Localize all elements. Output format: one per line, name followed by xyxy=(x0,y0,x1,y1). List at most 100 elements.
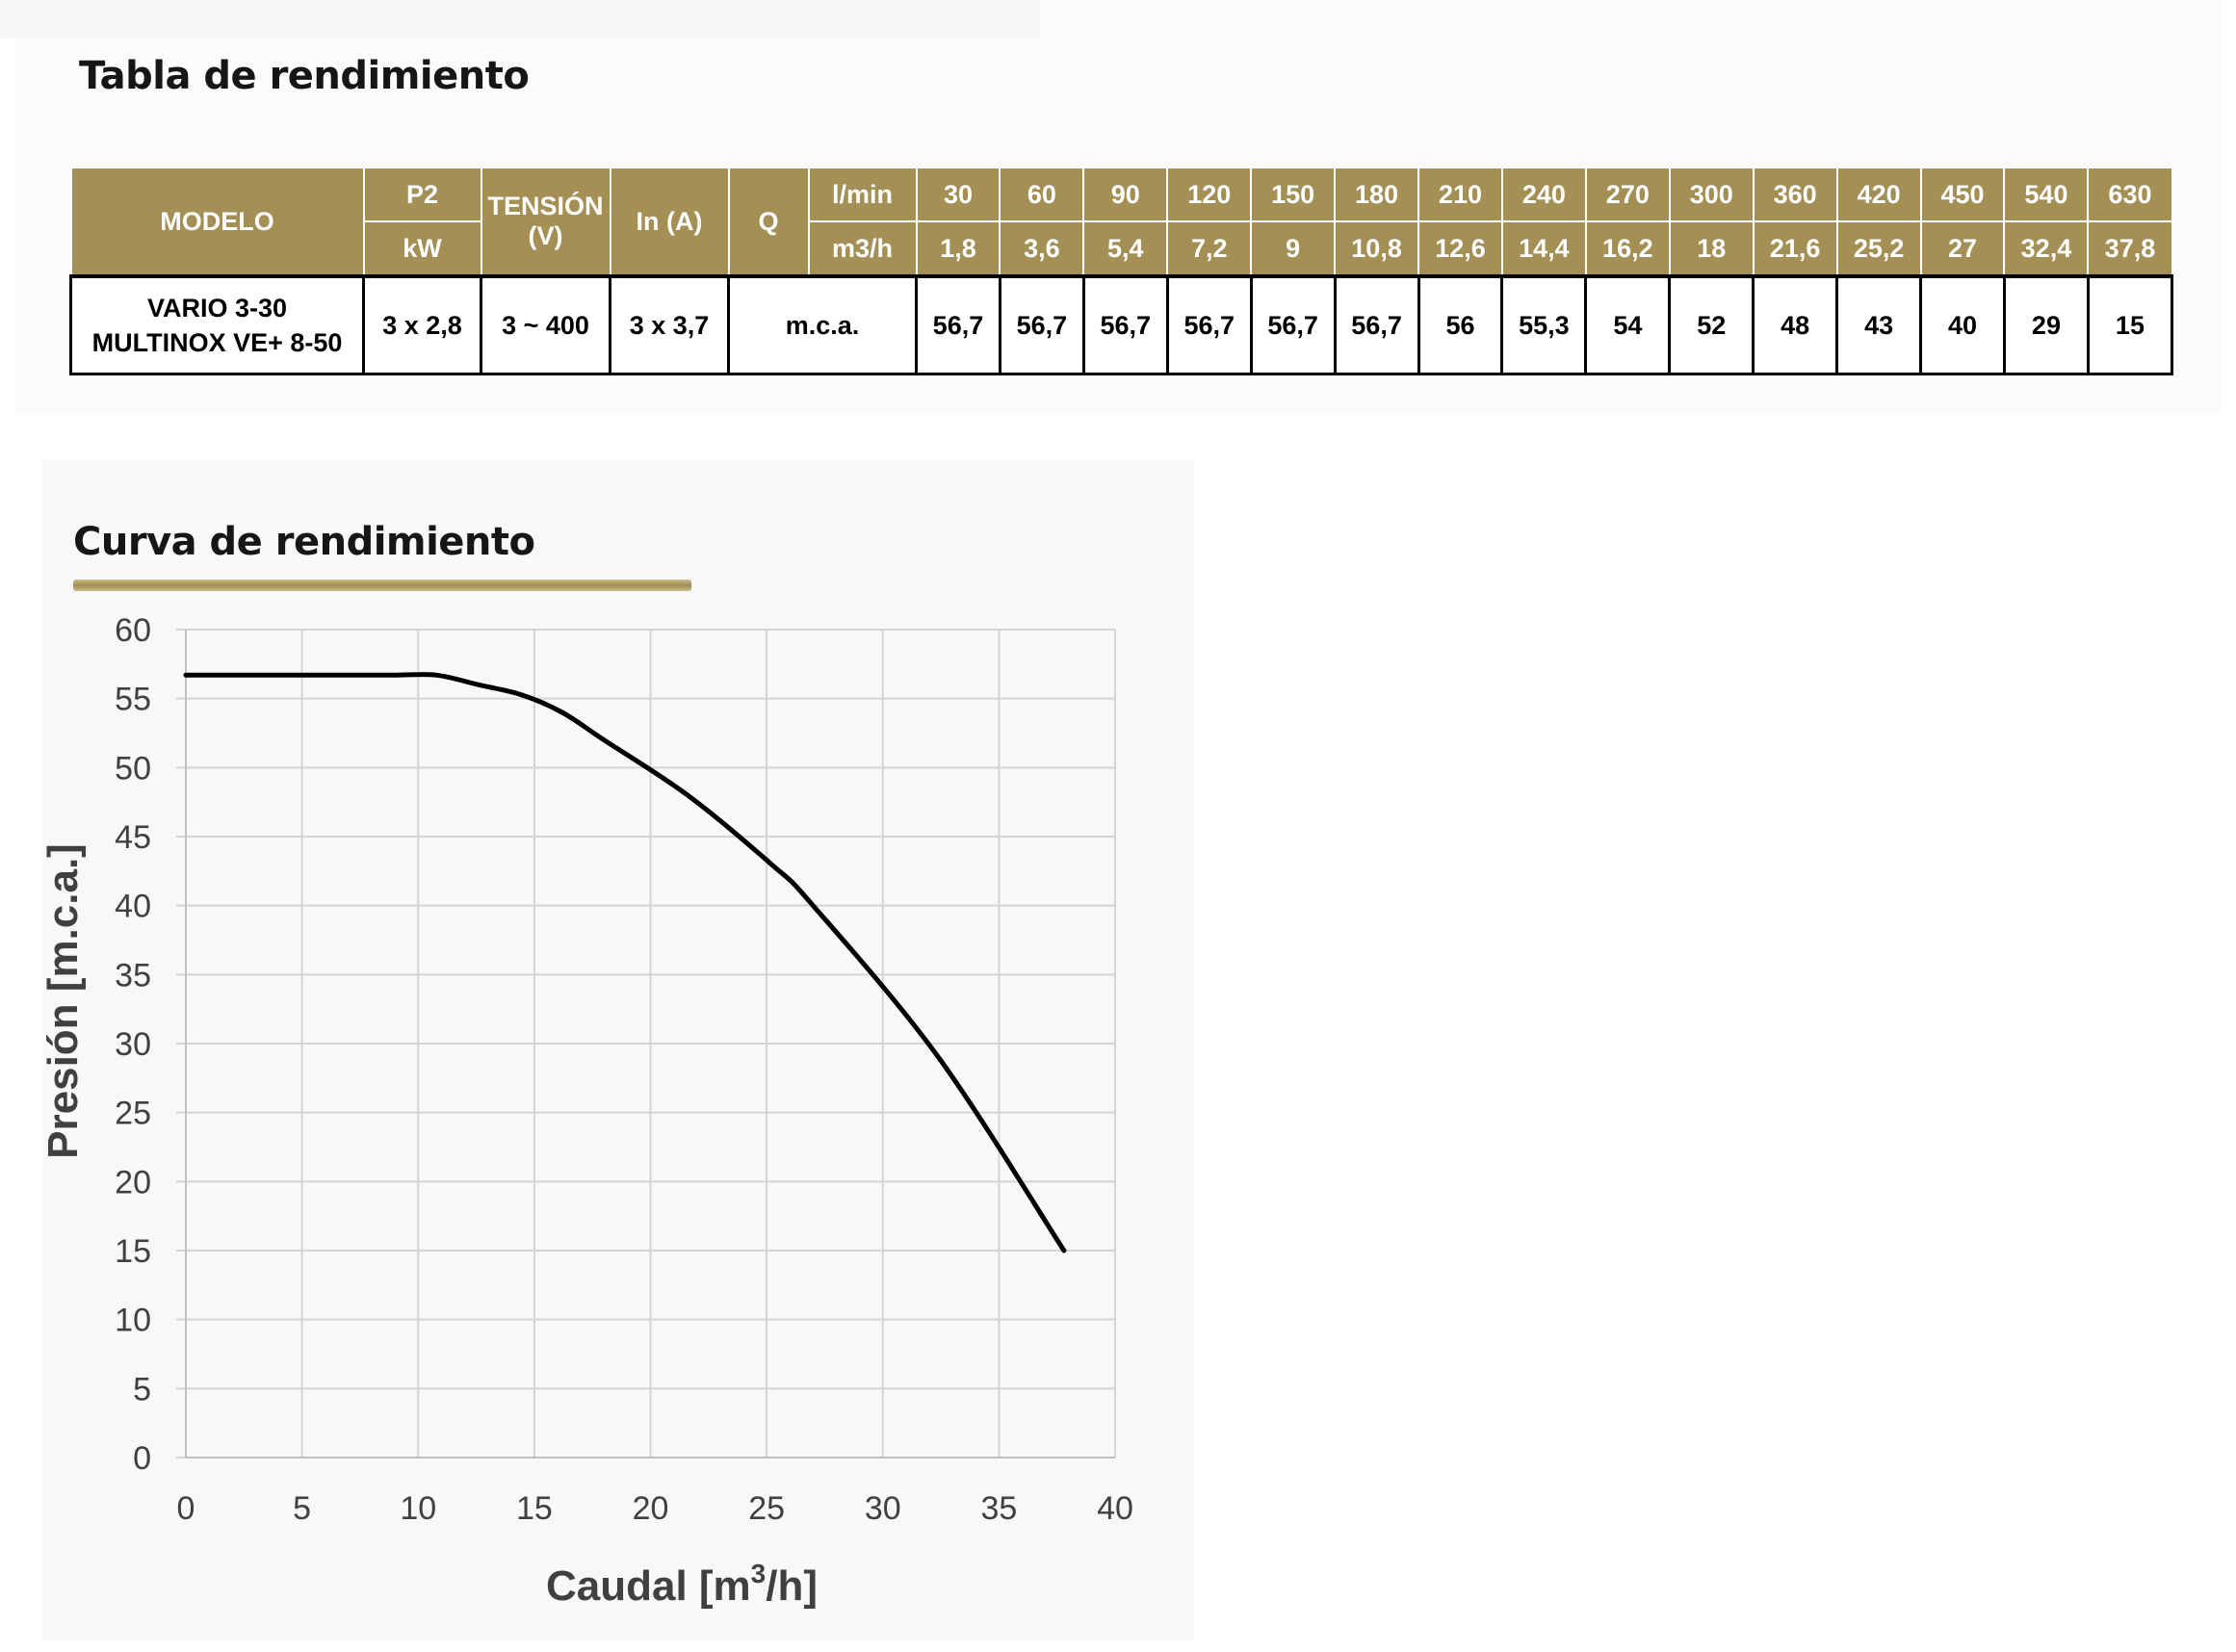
header-lmin: l/min xyxy=(807,167,918,222)
header-row-lmin: MODELO P2 TENSIÓN (V) In (A) Q l/min 30 6… xyxy=(69,167,2173,277)
tick-labels: 0 5 10 15 20 25 30 35 40 0 5 10 15 20 25 30 35 40 45 50 55 60 xyxy=(115,612,1133,1527)
x-tick-label: 10 xyxy=(400,1490,436,1527)
lmin-cell: 90 xyxy=(1082,167,1169,222)
unit-cell: m.c.a. xyxy=(727,274,918,375)
x-tick-label: 35 xyxy=(980,1490,1017,1527)
header-row-m3h: kW m3/h 1,8 3,6 5,4 7,2 9 10,8 12,6 14,4… xyxy=(71,220,2173,277)
header-p2: P2 xyxy=(362,167,482,222)
model-name-2: MULTINOX VE+ 8-50 xyxy=(91,328,343,357)
y-tick-label: 55 xyxy=(115,682,151,718)
p2-cell: 3 x 2,8 xyxy=(362,274,482,375)
curve-title: Curva de rendimiento xyxy=(73,520,535,564)
pressure-cell: 15 xyxy=(2086,274,2174,375)
lmin-cell: 30 xyxy=(915,167,1001,222)
pressure-cell: 56 xyxy=(1417,274,1504,375)
m3h-cell: 18 xyxy=(1668,220,1755,277)
pressure-cell: 56,7 xyxy=(1333,274,1420,375)
lmin-cell: 540 xyxy=(2003,167,2090,222)
pressure-cell: 52 xyxy=(1668,274,1755,375)
performance-table: MODELO P2 TENSIÓN (V) In (A) Q l/min 30 6… xyxy=(69,167,2174,375)
m3h-cell: 27 xyxy=(1919,220,2006,277)
y-tick-label: 15 xyxy=(115,1233,151,1270)
header-modelo: MODELO xyxy=(69,167,365,277)
m3h-cell: 12,6 xyxy=(1417,220,1503,277)
x-tick-label: 15 xyxy=(516,1490,553,1527)
y-tick-label: 10 xyxy=(115,1303,151,1339)
y-tick-label: 20 xyxy=(115,1164,151,1200)
m3h-cell: 37,8 xyxy=(2087,220,2173,277)
performance-curve xyxy=(183,672,1067,1253)
x-axis-title-main: Caudal [m xyxy=(546,1562,751,1610)
model-cell: VARIO 3-30 MULTINOX VE+ 8-50 xyxy=(69,274,365,375)
lmin-cell: 60 xyxy=(999,167,1085,222)
x-axis-title: Caudal [m3/h] xyxy=(546,1559,818,1610)
y-tick-label: 40 xyxy=(115,889,151,925)
pressure-cell: 29 xyxy=(2002,274,2090,375)
axes xyxy=(185,630,1115,1458)
top-strip xyxy=(0,0,1040,39)
m3h-cell: 3,6 xyxy=(999,220,1085,277)
y-tick-label: 25 xyxy=(115,1096,151,1132)
header-in: In (A) xyxy=(609,167,730,277)
x-axis-title-end: /h] xyxy=(766,1562,818,1610)
chart-panel xyxy=(42,460,1194,1640)
header-m3h: m3/h xyxy=(807,220,918,277)
lmin-cell: 210 xyxy=(1417,167,1503,222)
y-tick-label: 35 xyxy=(115,957,151,994)
lmin-cell: 300 xyxy=(1668,167,1755,222)
pressure-cell: 56,7 xyxy=(1165,274,1253,375)
grid xyxy=(176,629,1116,1458)
m3h-cell: 16,2 xyxy=(1584,220,1671,277)
y-tick-label: 0 xyxy=(133,1440,151,1477)
m3h-cell: 10,8 xyxy=(1334,220,1420,277)
pressure-cell: 56,7 xyxy=(1081,274,1169,375)
table-row: VARIO 3-30 MULTINOX VE+ 8-50 3 x 2,8 3 ~ … xyxy=(69,274,2174,375)
y-tick-label: 60 xyxy=(115,612,151,649)
title-underline xyxy=(73,580,691,591)
x-tick-label: 25 xyxy=(748,1490,785,1527)
pressure-cell: 56,7 xyxy=(998,274,1085,375)
header-tension-unit: (V) xyxy=(528,221,563,250)
pressure-cell: 55,3 xyxy=(1500,274,1588,375)
m3h-cell: 1,8 xyxy=(915,220,1001,277)
m3h-cell: 25,2 xyxy=(1835,220,1922,277)
lmin-cell: 120 xyxy=(1166,167,1253,222)
lmin-cell: 450 xyxy=(1919,167,2006,222)
header-q: Q xyxy=(727,167,810,277)
pressure-cell: 48 xyxy=(1752,274,1839,375)
m3h-cell: 21,6 xyxy=(1752,220,1838,277)
pressure-cell: 56,7 xyxy=(1249,274,1337,375)
lmin-cell: 270 xyxy=(1584,167,1671,222)
pressure-cell: 40 xyxy=(1919,274,2006,375)
m3h-cell: 9 xyxy=(1250,220,1337,277)
y-tick-label: 45 xyxy=(115,819,151,856)
y-tick-label: 50 xyxy=(115,750,151,787)
lmin-cell: 240 xyxy=(1500,167,1587,222)
y-tick-label: 30 xyxy=(115,1026,151,1063)
pressure-cell: 43 xyxy=(1835,274,1923,375)
header-tension-label: TENSIÓN xyxy=(487,192,604,220)
x-tick-label: 0 xyxy=(177,1490,195,1527)
m3h-cell: 32,4 xyxy=(2003,220,2090,277)
lmin-cell: 180 xyxy=(1334,167,1420,222)
m3h-cell: 5,4 xyxy=(1082,220,1169,277)
x-tick-label: 5 xyxy=(293,1490,311,1527)
pressure-cell: 54 xyxy=(1584,274,1672,375)
table-title: Tabla de rendimiento xyxy=(79,54,530,98)
lmin-cell: 630 xyxy=(2087,167,2173,222)
x-axis-title-sup: 3 xyxy=(751,1559,767,1588)
y-tick-label: 5 xyxy=(133,1371,151,1407)
x-tick-label: 40 xyxy=(1097,1490,1133,1527)
y-axis-title: Presión [m.c.a.] xyxy=(39,843,87,1159)
x-tick-label: 30 xyxy=(865,1490,901,1527)
m3h-cell: 14,4 xyxy=(1500,220,1587,277)
in-cell: 3 x 3,7 xyxy=(609,274,730,375)
model-name-1: VARIO 3-30 xyxy=(146,293,288,323)
lmin-cell: 360 xyxy=(1752,167,1838,222)
lmin-cell: 420 xyxy=(1835,167,1922,222)
header-tension: TENSIÓN (V) xyxy=(480,167,611,277)
m3h-cell: 7,2 xyxy=(1166,220,1253,277)
lmin-cell: 150 xyxy=(1250,167,1337,222)
tension-cell: 3 ~ 400 xyxy=(480,274,611,375)
